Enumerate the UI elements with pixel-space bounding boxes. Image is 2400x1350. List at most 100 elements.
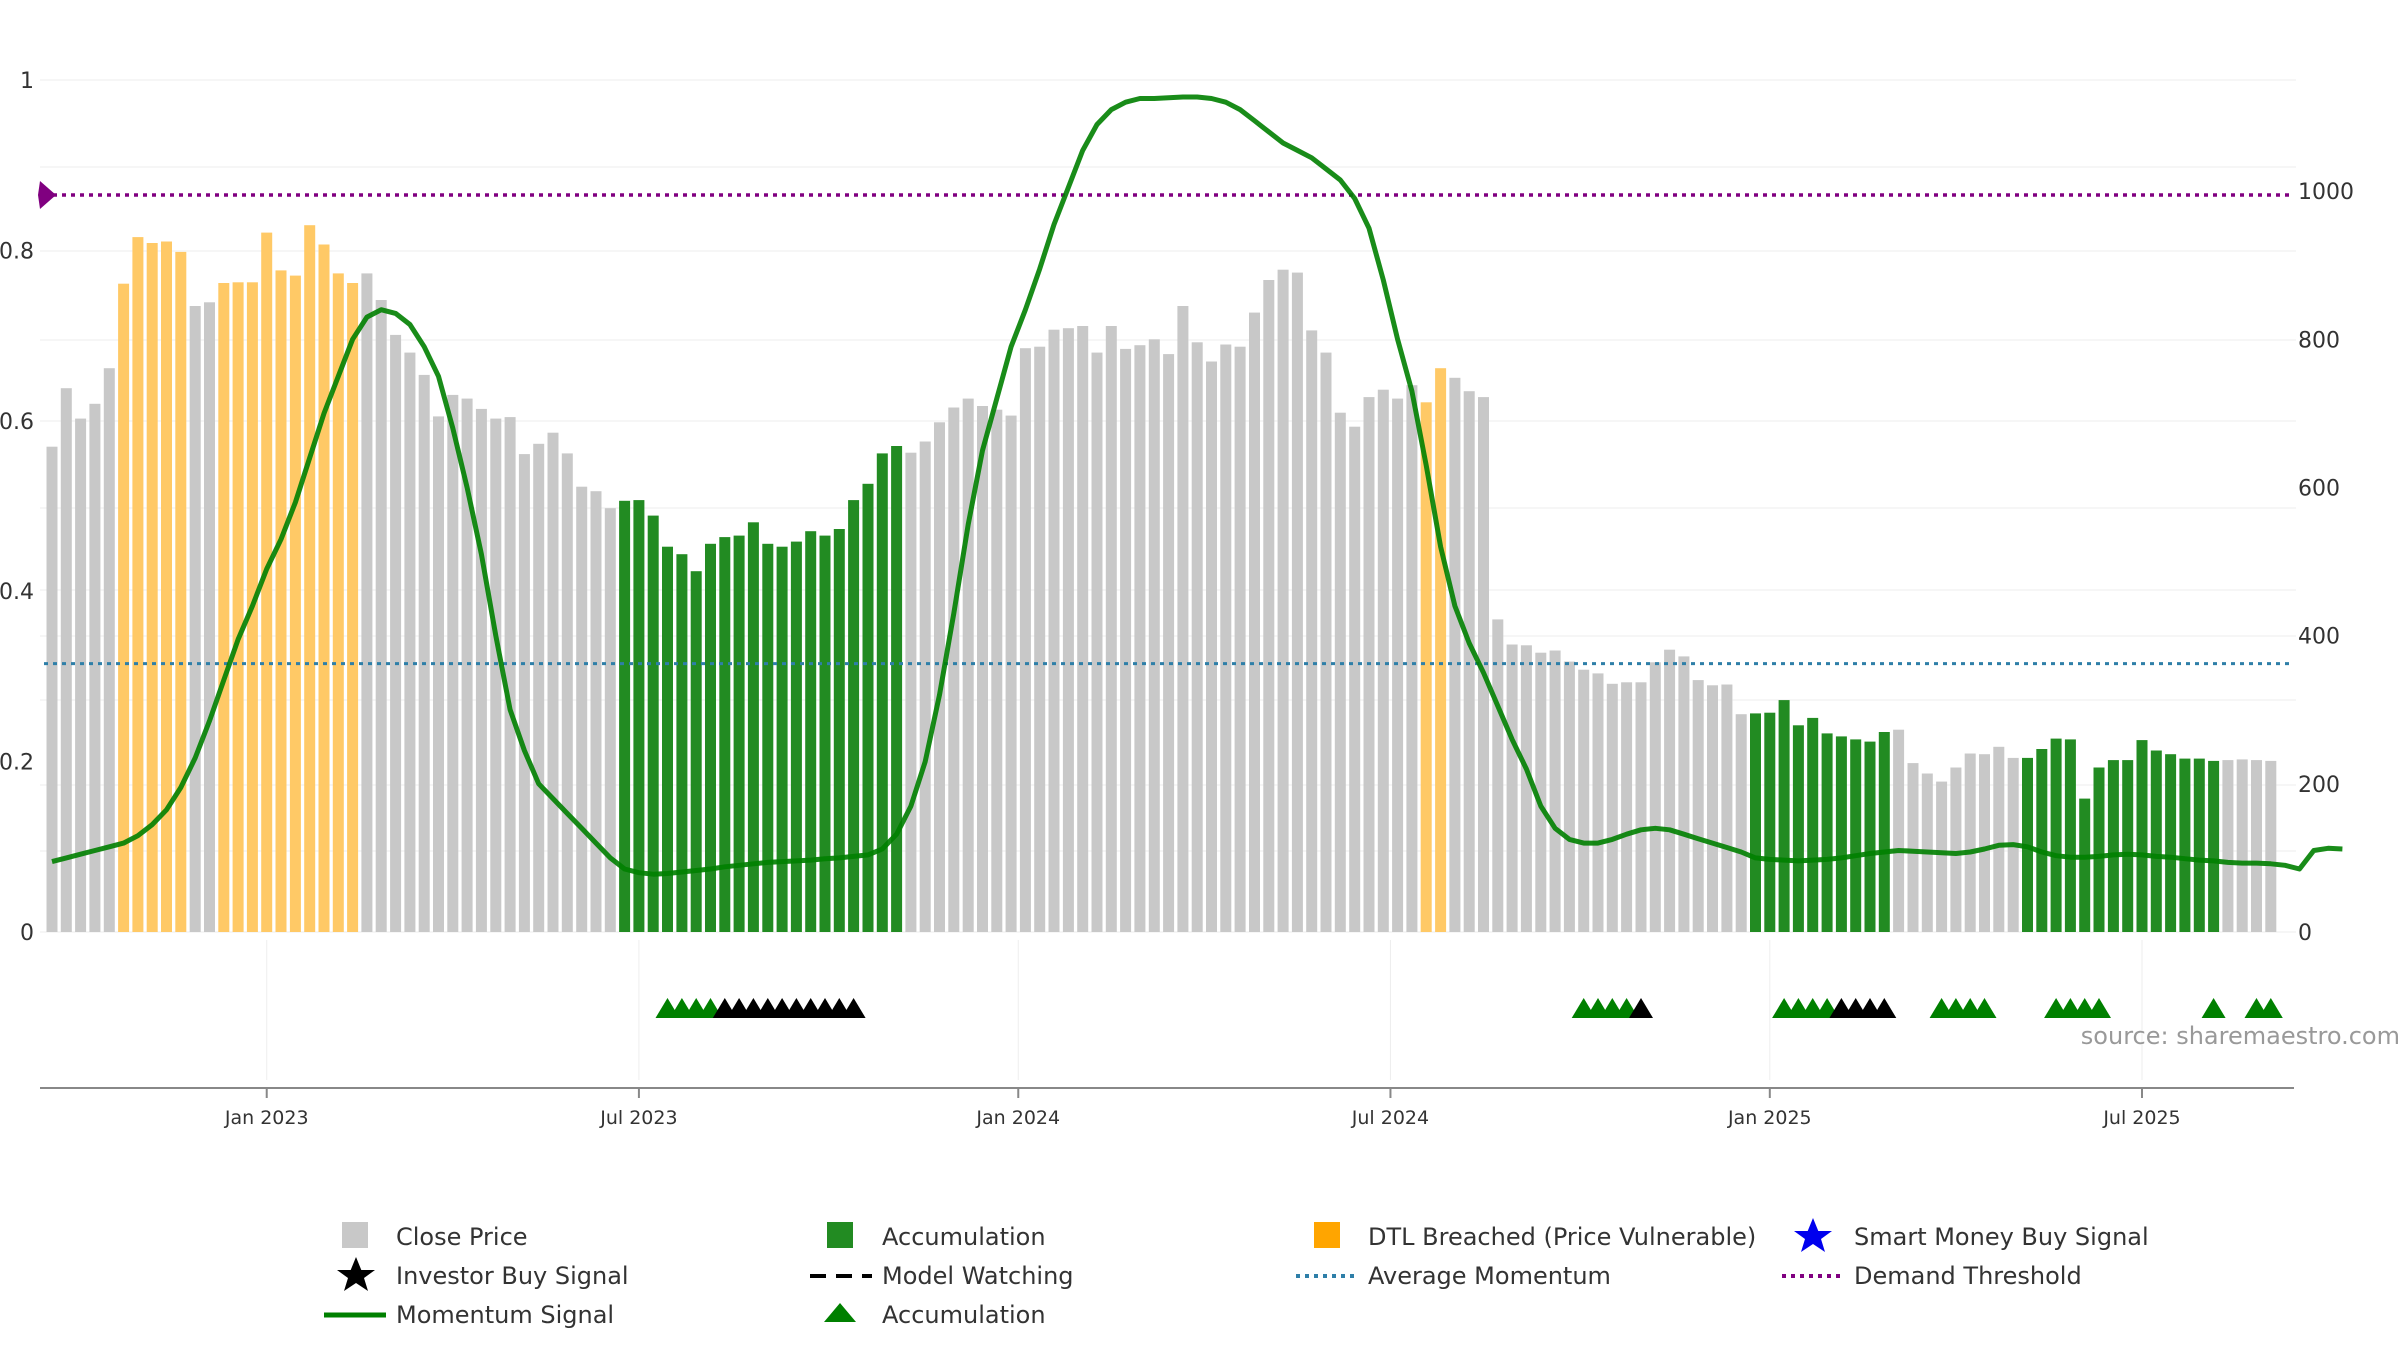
price-bar <box>2122 760 2134 932</box>
price-bar <box>1792 725 1804 932</box>
price-bar <box>518 454 530 932</box>
x-tick-label: Jan 2024 <box>975 1107 1060 1129</box>
source-label: source: sharemaestro.com <box>2081 1022 2400 1050</box>
price-bar <box>1520 645 1532 932</box>
price-bar <box>1420 402 1432 932</box>
price-bar <box>1707 685 1718 932</box>
price-bar <box>948 407 960 932</box>
left-tick-label: 0.6 <box>0 410 34 435</box>
price-bar <box>1864 741 1876 932</box>
price-bar <box>375 300 387 932</box>
legend-accumulation-marker-label: Accumulation <box>882 1301 1046 1329</box>
price-bar <box>676 554 688 932</box>
accumulation-triangle-icon <box>824 1303 856 1322</box>
price-bar <box>1907 763 1919 932</box>
price-bar <box>1077 326 1089 932</box>
price-bar <box>533 443 545 932</box>
price-bars <box>46 225 2277 933</box>
price-bar <box>1635 682 1647 932</box>
momentum-signal-line <box>51 94 2343 877</box>
left-tick-label: 0 <box>20 921 34 946</box>
price-bar <box>1592 673 1604 932</box>
price-bar <box>1721 684 1733 932</box>
legend-accumulation-bar-label: Accumulation <box>882 1223 1046 1251</box>
price-bar <box>289 275 301 933</box>
price-bar <box>332 273 344 932</box>
price-bar <box>1549 650 1561 932</box>
price-bar <box>2150 750 2162 932</box>
price-bar <box>1291 272 1303 933</box>
price-bar <box>719 537 731 932</box>
price-bar <box>2222 760 2234 932</box>
price-bar <box>805 531 817 932</box>
demand-threshold-marker-icon <box>38 181 56 210</box>
price-bar <box>1148 339 1160 932</box>
price-bar <box>361 273 373 932</box>
legend-model-watching-label: Model Watching <box>882 1262 1074 1290</box>
price-bar <box>404 352 416 933</box>
price-bar <box>1950 767 1962 932</box>
price-bar <box>876 453 888 932</box>
price-bar <box>662 546 673 932</box>
price-bar <box>790 541 802 932</box>
price-bar <box>604 508 616 932</box>
price-bar <box>1893 729 1905 932</box>
price-bar <box>1306 330 1318 932</box>
price-bar <box>1735 714 1747 932</box>
price-bar <box>1377 389 1389 932</box>
price-bar <box>1406 385 1418 932</box>
price-bar <box>1334 412 1346 932</box>
price-bar <box>1392 398 1404 933</box>
price-bar <box>2193 758 2205 932</box>
price-bar <box>690 571 702 932</box>
price-bar <box>1177 306 1189 932</box>
price-bar <box>461 398 473 933</box>
price-bar <box>561 453 573 932</box>
legend-demand-threshold-label: Demand Threshold <box>1854 1262 2082 1290</box>
price-bar <box>175 251 187 932</box>
price-bar <box>1277 269 1289 932</box>
price-bar <box>991 409 1003 932</box>
price-bar <box>2165 754 2177 932</box>
price-bar <box>2179 758 2191 932</box>
price-bar <box>2236 759 2248 932</box>
x-axis: Jan 2023 Jul 2023 Jan 2024 Jul 2024 Jan 2025… <box>224 940 2181 1129</box>
price-bar <box>1936 781 1948 932</box>
price-bar <box>103 368 115 932</box>
price-bar <box>1005 415 1017 933</box>
price-bar <box>161 241 172 932</box>
price-bar <box>934 422 945 932</box>
left-tick-label: 0.2 <box>0 751 34 776</box>
x-tick-label: Jan 2025 <box>1727 1107 1812 1129</box>
price-bar <box>304 225 316 932</box>
price-bar <box>418 374 430 932</box>
price-bar <box>2107 760 2119 932</box>
price-bar <box>2265 760 2277 932</box>
price-bar <box>1606 683 1618 932</box>
price-bar <box>1191 342 1203 932</box>
legend-momentum-signal-label: Momentum Signal <box>396 1301 614 1329</box>
accumulation-marker <box>2087 998 2111 1018</box>
price-bar <box>1220 344 1232 932</box>
right-tick-label: 800 <box>2298 328 2340 353</box>
left-tick-label: 0.4 <box>0 580 34 605</box>
price-bar <box>2208 760 2220 932</box>
price-bar <box>46 446 58 932</box>
left-tick-label: 0.8 <box>0 239 34 264</box>
price-bar <box>1850 739 1862 932</box>
price-bar <box>547 432 559 932</box>
price-bar <box>2036 749 2048 932</box>
accumulation-marker <box>2201 998 2226 1018</box>
left-axis: 0 0.2 0.4 0.6 0.8 1 <box>0 69 34 946</box>
price-bar <box>118 283 130 932</box>
price-bar <box>1621 682 1633 932</box>
price-bar <box>1463 391 1475 932</box>
x-tick-label: Jul 2025 <box>2102 1107 2180 1129</box>
price-bar <box>2136 740 2148 932</box>
price-bar <box>1478 397 1489 933</box>
price-bar <box>75 418 87 933</box>
price-bar <box>590 491 602 932</box>
price-bar <box>705 543 716 932</box>
price-bar <box>1091 352 1103 933</box>
x-tick-label: Jul 2023 <box>599 1107 677 1129</box>
